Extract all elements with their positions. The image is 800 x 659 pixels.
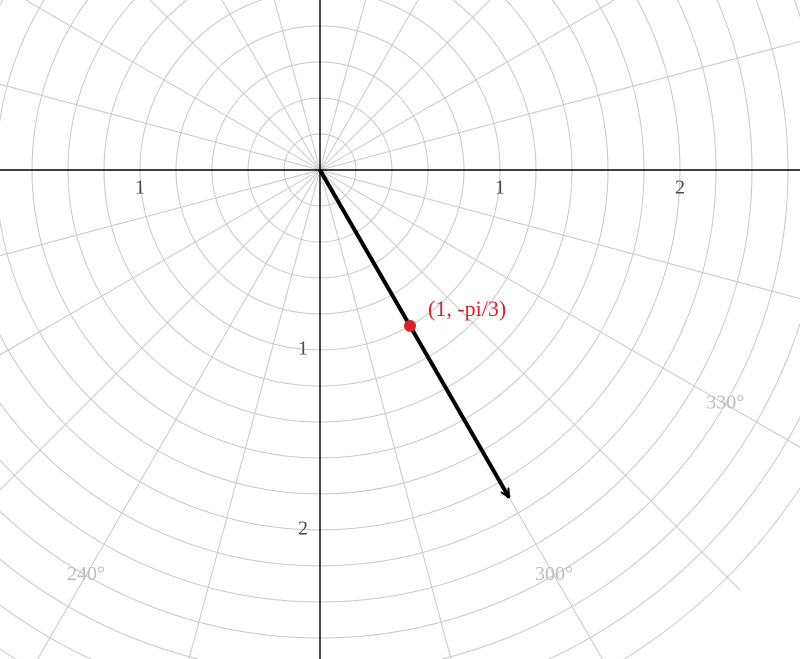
axis-tick-label: 2 — [298, 518, 308, 540]
angle-label: 330° — [706, 392, 744, 414]
polar-plot: 112112 240°300°330° (1, -pi/3) — [0, 0, 800, 659]
axis-tick-label: 2 — [675, 177, 685, 199]
polar-point — [404, 320, 416, 332]
point-label: (1, -pi/3) — [428, 296, 506, 321]
axis-tick-label: 1 — [135, 177, 145, 199]
angle-label: 240° — [67, 563, 105, 585]
axis-tick-label: 1 — [298, 338, 308, 360]
axis-tick-label: 1 — [495, 177, 505, 199]
angle-label: 300° — [535, 563, 573, 585]
